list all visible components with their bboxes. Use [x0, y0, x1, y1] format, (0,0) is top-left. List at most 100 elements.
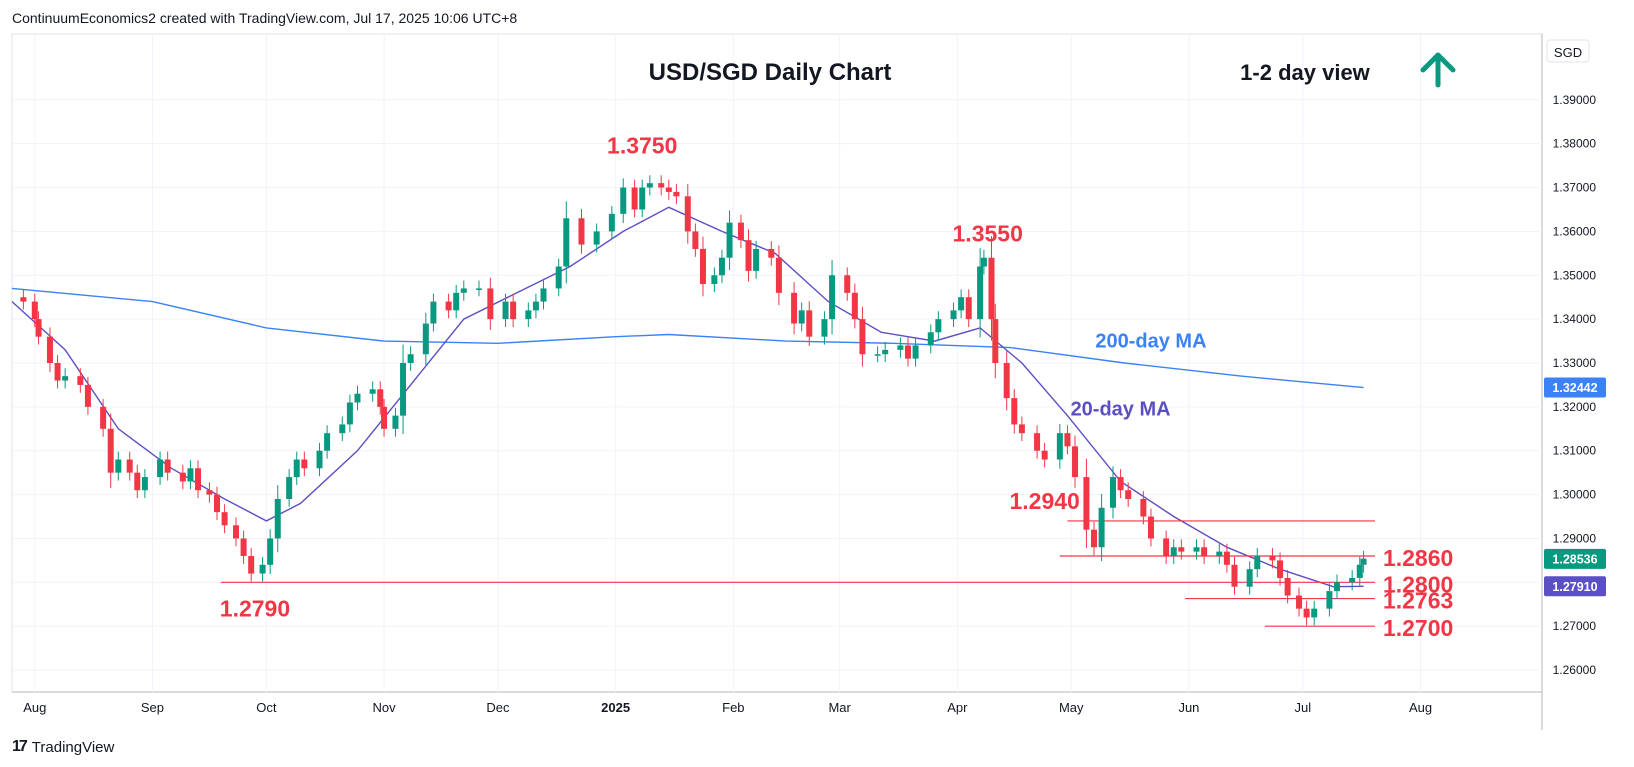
candle-body — [1034, 433, 1041, 451]
candle-body — [1083, 477, 1090, 530]
candle-body — [487, 288, 494, 320]
candle-body — [563, 218, 570, 267]
y-tick-label: 1.32000 — [1553, 400, 1597, 414]
candle-body — [699, 248, 706, 285]
candle-body — [1056, 433, 1063, 460]
ma-200-layer — [11, 287, 1364, 389]
candle-body — [844, 275, 851, 293]
candle-body — [1231, 564, 1238, 587]
candle-body — [897, 345, 904, 350]
candle-body — [187, 468, 194, 482]
y-tick-label: 1.30000 — [1553, 488, 1597, 502]
candle-body — [157, 459, 164, 478]
candle-body — [1333, 582, 1340, 592]
candle-body — [1098, 507, 1105, 548]
candlestick-series[interactable] — [20, 175, 1367, 626]
candle-body — [1003, 363, 1010, 399]
candle-body — [293, 459, 300, 478]
candle-body — [475, 288, 482, 290]
candle-body — [20, 297, 27, 302]
candle-body — [1356, 564, 1363, 578]
y-tick-label: 1.29000 — [1553, 531, 1597, 545]
candle-body — [1147, 516, 1154, 539]
candle-body — [164, 459, 171, 473]
price-annotation: 1.3550 — [953, 220, 1023, 246]
chart-attribution: ContinuumEconomics2 created with Trading… — [12, 10, 518, 26]
price-chart[interactable]: 1.37501.35501.27901.29401.28601.28001.27… — [0, 30, 1634, 730]
price-annotation: 1.2763 — [1383, 588, 1453, 614]
candle-body — [274, 498, 281, 539]
price-annotation: 1.2860 — [1383, 545, 1453, 571]
candle-body — [988, 257, 995, 320]
candle-body — [195, 468, 202, 491]
candle-body — [346, 402, 353, 425]
candle-body — [992, 319, 999, 363]
candle-body — [620, 187, 627, 214]
candle-body — [711, 275, 718, 285]
candle-body — [31, 301, 38, 320]
price-annotation: 1.2800 — [1383, 571, 1453, 597]
tradingview-logo-icon: 17 — [12, 738, 28, 755]
x-tick-label: May — [1059, 700, 1084, 715]
candle-body — [510, 301, 517, 320]
candle-body — [768, 248, 775, 258]
candle-body — [301, 459, 308, 469]
footer-brand: TradingView — [31, 738, 115, 756]
candle-body — [1360, 558, 1367, 565]
x-tick-label: Aug — [23, 700, 46, 715]
price-tag-label: 1.32442 — [1552, 381, 1597, 395]
candle-body — [324, 433, 331, 451]
y-tick-label: 1.38000 — [1553, 137, 1597, 151]
x-tick-label: Aug — [1409, 700, 1432, 715]
candle-body — [1311, 608, 1318, 618]
candle-body — [1269, 556, 1276, 561]
y-tick-label: 1.34000 — [1553, 312, 1597, 326]
ma-label: 200-day MA — [1095, 331, 1206, 353]
time-axis[interactable]: Aug Sep Oct Nov Dec 2025 Feb Mar Apr May Jun Jul Aug — [23, 700, 1432, 715]
candle-body — [354, 393, 361, 403]
candle-body — [737, 222, 744, 241]
candle-body — [1178, 547, 1185, 552]
ma-20-layer — [11, 206, 1364, 588]
candle-body — [1284, 577, 1291, 596]
x-tick-label: 2025 — [601, 700, 630, 715]
candle-body — [1193, 547, 1200, 552]
candle-body — [791, 292, 798, 324]
candle-body — [400, 363, 407, 416]
candle-body — [1246, 569, 1253, 587]
candle-body — [126, 459, 133, 473]
candle-body — [525, 310, 532, 320]
candle-body — [381, 406, 388, 429]
x-tick-label: Oct — [256, 700, 277, 715]
ma-200-line — [11, 287, 1364, 389]
candle-body — [1349, 577, 1356, 583]
candle-body — [1163, 538, 1170, 557]
candle-body — [859, 319, 866, 355]
candle-body — [445, 301, 452, 311]
candle-body — [532, 301, 539, 311]
candle-body — [100, 406, 107, 429]
candle-body — [665, 187, 672, 192]
candle-body — [232, 525, 239, 539]
y-tick-label: 1.36000 — [1553, 224, 1597, 238]
x-tick-label: Sep — [141, 700, 164, 715]
candle-body — [673, 191, 680, 197]
candle-body — [950, 310, 957, 320]
y-tick-label: 1.31000 — [1553, 444, 1597, 458]
candle-body — [806, 310, 813, 337]
x-tick-label: Feb — [722, 700, 744, 715]
candle-body — [502, 301, 509, 320]
candle-body — [540, 288, 547, 302]
price-annotation: 1.2700 — [1383, 615, 1453, 641]
candle-body — [286, 477, 293, 499]
candle-body — [259, 564, 266, 574]
candle-body — [392, 415, 399, 429]
candle-body — [935, 319, 942, 333]
price-axis[interactable]: 1.39000 1.38000 1.37000 1.36000 1.35000 1.340… — [1553, 93, 1597, 677]
candle-body — [775, 257, 782, 293]
candle-body — [1072, 446, 1079, 478]
candle-body — [179, 472, 186, 482]
candle-body — [206, 490, 213, 495]
candle-body — [1011, 398, 1018, 425]
candle-body — [851, 292, 858, 320]
